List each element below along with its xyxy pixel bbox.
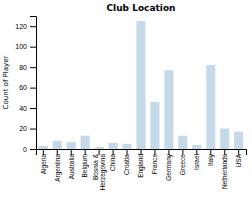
- x-tick-label: USA: [235, 153, 242, 167]
- bar: [67, 142, 76, 149]
- bar: [123, 144, 132, 149]
- y-axis-line: [30, 17, 37, 150]
- bar: [81, 136, 90, 149]
- x-tick: Bosnia &Herzegovina: [92, 149, 107, 191]
- bar: [136, 21, 145, 149]
- y-tick: 20: [19, 125, 36, 132]
- x-tick-label: Netherlands: [221, 153, 228, 189]
- y-tick: 0: [23, 146, 36, 153]
- x-tick-label: Italy: [207, 153, 215, 166]
- y-tick: 80: [19, 64, 36, 71]
- y-tick-label: 40: [19, 105, 27, 112]
- chart: 0 20 40 60 80 100 120 Algeria Argentina Australia…: [0, 0, 252, 199]
- y-tick-label: 0: [23, 146, 27, 153]
- y-tick-label: 120: [15, 23, 27, 30]
- bar: [150, 102, 159, 149]
- y-tick-label: 80: [19, 64, 27, 71]
- y-tick-label: 20: [19, 125, 27, 132]
- x-tick-label: China: [109, 154, 116, 171]
- plot-area: 0 20 40 60 80 100 120 Algeria Argentina Australia…: [15, 17, 246, 191]
- y-tick-label: 100: [15, 43, 27, 50]
- x-tick: Algeria: [40, 149, 48, 174]
- x-tick: Argentina: [54, 149, 62, 182]
- x-tick: Netherlands: [221, 149, 228, 189]
- x-tick-label: England: [137, 154, 145, 178]
- bar: [95, 147, 104, 149]
- x-tick: China: [109, 149, 116, 171]
- x-tick-label: Israel: [193, 153, 200, 169]
- x-tick: USA: [235, 149, 242, 167]
- y-tick-mark: [30, 149, 36, 150]
- bar: [109, 143, 118, 149]
- y-tick-mark: [30, 67, 36, 68]
- x-tick: Israel: [193, 149, 200, 170]
- x-tick: Croatia: [123, 149, 130, 175]
- bar: [234, 132, 243, 149]
- x-tick: Greece: [179, 149, 186, 175]
- x-tick: Australia: [68, 149, 75, 179]
- title: Club Location: [107, 3, 176, 13]
- y-tick-mark: [30, 108, 36, 109]
- bar: [192, 145, 201, 149]
- x-tick-label: Croatia: [123, 154, 130, 175]
- bar: [178, 136, 187, 149]
- y-tick-mark: [30, 47, 36, 48]
- y-tick-label: 60: [19, 84, 27, 91]
- x-tick-label: Germany: [165, 153, 173, 180]
- bars: [39, 21, 243, 149]
- y-tick: 60: [19, 84, 36, 91]
- y-axis: 0 20 40 60 80 100 120: [15, 17, 36, 153]
- y-axis-title: Count of Player: [2, 56, 10, 110]
- bar: [39, 146, 48, 149]
- x-tick-label: Belgium: [81, 154, 89, 177]
- x-tick-label: Australia: [68, 154, 75, 180]
- y-tick: 120: [15, 23, 36, 30]
- x-tick: Germany: [165, 149, 173, 181]
- x-tick-label: Argentina: [54, 154, 62, 182]
- x-tick-label: France: [151, 154, 158, 175]
- x-axis: Algeria Argentina Australia BelgiumBosnia &…: [37, 149, 247, 191]
- x-tick-label: Algeria: [40, 154, 48, 175]
- y-tick: 100: [15, 43, 36, 50]
- x-tick: Italy: [207, 149, 215, 166]
- x-tick-label: Bosnia &Herzegovina: [92, 153, 107, 190]
- bar: [220, 129, 229, 149]
- y-tick-mark: [30, 129, 36, 130]
- x-tick: Belgium: [81, 149, 89, 177]
- x-tick-label: Greece: [179, 154, 186, 176]
- y-tick: 40: [19, 105, 36, 112]
- bar: [206, 65, 215, 149]
- y-tick-mark: [30, 88, 36, 89]
- bar: [164, 70, 173, 149]
- x-tick: France: [151, 149, 158, 174]
- x-tick: England: [137, 149, 145, 178]
- y-tick-mark: [30, 26, 36, 27]
- bar: [53, 141, 62, 149]
